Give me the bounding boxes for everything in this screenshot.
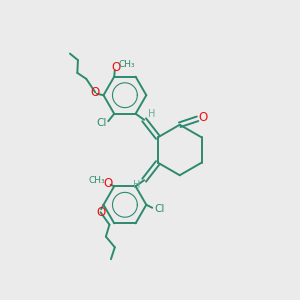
Text: O: O bbox=[198, 111, 208, 124]
Text: Cl: Cl bbox=[154, 204, 165, 214]
Text: CH₃: CH₃ bbox=[89, 176, 105, 185]
Text: O: O bbox=[91, 86, 100, 99]
Text: Cl: Cl bbox=[97, 118, 107, 128]
Text: O: O bbox=[96, 206, 105, 219]
Text: H: H bbox=[133, 180, 140, 190]
Text: O: O bbox=[111, 61, 120, 74]
Text: CH₃: CH₃ bbox=[119, 60, 135, 69]
Text: O: O bbox=[103, 177, 113, 190]
Text: H: H bbox=[148, 110, 155, 119]
